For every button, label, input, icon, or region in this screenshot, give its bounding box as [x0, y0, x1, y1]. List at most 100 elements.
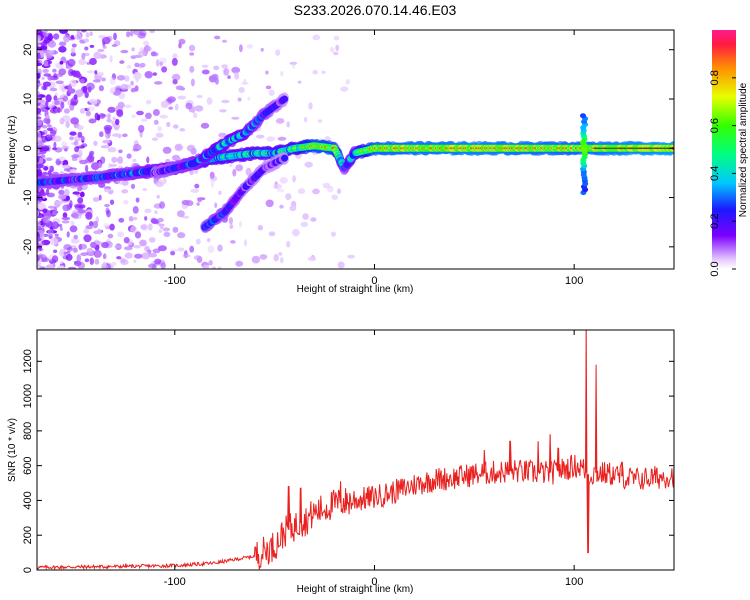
noise-blob [179, 128, 186, 132]
noise-blob [218, 190, 222, 195]
noise-blob [73, 94, 78, 101]
noise-blob [265, 70, 269, 75]
noise-blob [98, 85, 104, 92]
noise-blob [83, 38, 90, 43]
ridge-blob [580, 113, 586, 119]
snr-xlabel: Height of straight line (km) [297, 584, 414, 595]
noise-blob [268, 89, 275, 96]
noise-blob [69, 200, 73, 208]
noise-blob [188, 44, 196, 52]
noise-blob [114, 245, 122, 249]
colorbar-tick-label: 0.8 [709, 70, 721, 85]
noise-blob [333, 51, 339, 56]
noise-blob [147, 223, 153, 231]
noise-blob [172, 79, 178, 85]
noise-blob [57, 72, 64, 78]
noise-blob [79, 191, 85, 198]
noise-blob [111, 44, 118, 47]
noise-blob [53, 73, 58, 79]
noise-blob [134, 253, 143, 259]
noise-blob [52, 68, 57, 73]
noise-blob [71, 212, 79, 219]
noise-blob [182, 254, 191, 258]
noise-blob [47, 33, 53, 42]
noise-blob [103, 223, 109, 228]
noise-blob [43, 117, 51, 124]
noise-blob [40, 108, 48, 112]
x-tick-label: -100 [164, 576, 186, 588]
noise-blob [195, 238, 201, 245]
noise-blob [89, 31, 93, 37]
noise-blob [58, 41, 67, 47]
noise-blob [196, 255, 203, 264]
noise-blob [141, 223, 149, 232]
noise-blob [90, 241, 97, 249]
noise-blob [337, 188, 341, 194]
noise-blob [135, 197, 140, 203]
ridge-lower-branch [200, 152, 290, 233]
noise-blob [54, 100, 60, 106]
noise-blob [67, 58, 76, 67]
noise-blob [69, 168, 77, 174]
noise-blob [175, 85, 184, 91]
ridge-rising-branch [150, 92, 290, 180]
noise-blob [160, 100, 169, 108]
y-tick-label: 10 [22, 93, 34, 105]
noise-blob [103, 188, 111, 193]
noise-blob [178, 42, 182, 49]
noise-blob [89, 57, 97, 66]
noise-blob [266, 136, 276, 142]
noise-blob [189, 170, 194, 175]
noise-blob [289, 205, 297, 212]
noise-blob [130, 87, 136, 93]
noise-blob [124, 104, 132, 109]
noise-blob [237, 97, 242, 102]
noise-blob [132, 158, 137, 162]
noise-blob [37, 155, 40, 163]
colorbar-tick-label: 0.2 [709, 214, 721, 229]
noise-blob [126, 65, 132, 69]
noise-blob [37, 82, 43, 87]
noise-blob [74, 33, 83, 41]
noise-blob [37, 59, 40, 67]
noise-blob [118, 217, 125, 223]
noise-blob [101, 241, 109, 249]
noise-blob [177, 247, 185, 252]
snr-series-line [37, 330, 674, 570]
noise-blob [211, 73, 219, 81]
noise-blob [189, 65, 195, 73]
noise-blob [177, 232, 186, 239]
spectrogram-image [37, 30, 674, 269]
noise-blob [312, 69, 319, 75]
noise-blob [170, 251, 176, 256]
noise-blob [303, 117, 308, 123]
noise-blob [42, 68, 49, 73]
noise-blob [62, 164, 71, 169]
noise-blob [218, 132, 227, 138]
noise-blob [107, 113, 111, 120]
noise-blob [163, 231, 171, 238]
y-tick-label: 800 [22, 422, 34, 440]
noise-blob [92, 220, 99, 229]
noise-blob [238, 87, 245, 93]
noise-blob [109, 55, 113, 63]
noise-blob [37, 107, 42, 115]
noise-blob [160, 225, 164, 230]
noise-blob [43, 166, 49, 171]
noise-blob [156, 194, 160, 199]
noise-blob [152, 137, 158, 141]
x-tick-label: 0 [371, 576, 377, 588]
noise-blob [68, 83, 72, 92]
noise-blob [71, 43, 77, 48]
noise-blob [46, 136, 53, 141]
noise-blob [76, 30, 81, 36]
noise-blob [171, 57, 178, 66]
noise-blob [37, 225, 42, 230]
noise-blob [322, 182, 331, 189]
noise-blob [97, 48, 105, 53]
x-tick-label: -100 [164, 275, 186, 287]
noise-blob [39, 103, 44, 109]
noise-blob [86, 70, 94, 74]
noise-blob [53, 249, 58, 253]
noise-blob [77, 131, 83, 138]
